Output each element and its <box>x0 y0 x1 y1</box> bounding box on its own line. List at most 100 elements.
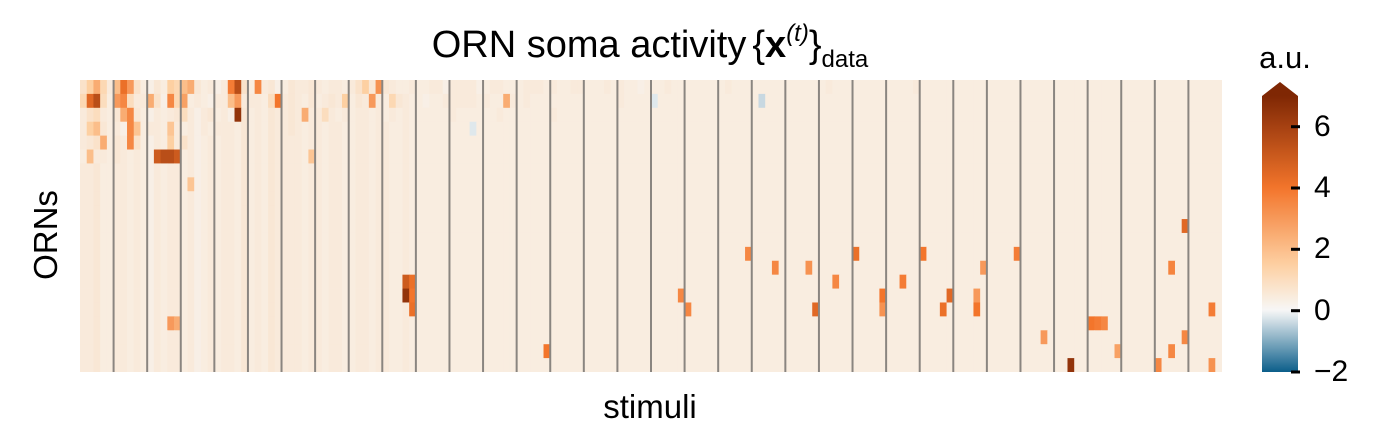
heatmap-cell <box>825 149 833 164</box>
heatmap-cell <box>953 135 961 150</box>
heatmap-cell <box>926 191 934 206</box>
heatmap-cell <box>993 163 1001 178</box>
heatmap-cell <box>462 149 471 164</box>
heatmap-cell <box>523 177 531 192</box>
heatmap-cell <box>1013 288 1021 303</box>
heatmap-cell <box>563 302 571 317</box>
heatmap-cell <box>778 246 786 262</box>
heatmap-cell <box>268 288 276 303</box>
heatmap-cell <box>1154 80 1162 95</box>
heatmap-cell <box>1087 274 1095 289</box>
heatmap-cell <box>825 93 833 109</box>
heatmap-cell <box>174 149 182 164</box>
heatmap-cell <box>335 246 343 262</box>
heatmap-cell <box>818 107 827 123</box>
heatmap-cell <box>960 232 968 248</box>
heatmap-cell <box>899 219 907 234</box>
heatmap-cell <box>160 344 168 359</box>
heatmap-cell <box>825 163 833 178</box>
heatmap-cell <box>281 358 289 372</box>
heatmap-cell <box>1027 205 1035 220</box>
heatmap-cell <box>429 163 437 178</box>
heatmap-cell <box>852 135 860 150</box>
heatmap-cell <box>140 93 148 109</box>
heatmap-cell <box>409 232 417 248</box>
heatmap-cell <box>335 260 343 276</box>
heatmap-cell <box>731 205 739 220</box>
heatmap-cell <box>395 135 403 150</box>
heatmap-cell <box>389 316 397 331</box>
heatmap-cell <box>1013 260 1021 276</box>
heatmap-cell <box>771 330 780 345</box>
heatmap-cell <box>1060 93 1068 109</box>
heatmap-cell <box>778 149 786 164</box>
heatmap-cell <box>845 302 853 317</box>
heatmap-cell <box>657 232 665 248</box>
heatmap-cell <box>221 232 229 248</box>
heatmap-cell <box>294 80 303 95</box>
heatmap-cell <box>86 232 94 248</box>
heatmap-cell <box>483 232 491 248</box>
heatmap-cell <box>536 163 544 178</box>
heatmap-cell <box>106 260 114 276</box>
heatmap-cell <box>1127 344 1136 359</box>
heatmap-cell <box>442 205 450 220</box>
heatmap-cell <box>315 274 323 289</box>
heatmap-cell <box>167 246 175 262</box>
heatmap-cell <box>691 288 699 303</box>
heatmap-cell <box>153 288 162 303</box>
heatmap-cell <box>167 121 175 137</box>
heatmap-cell <box>1107 246 1115 262</box>
heatmap-cell <box>106 330 114 345</box>
heatmap-cell <box>389 121 397 137</box>
heatmap-cell <box>939 288 947 303</box>
heatmap-cell <box>80 330 88 345</box>
heatmap-cell <box>1174 316 1183 331</box>
heatmap-cell <box>1121 219 1129 234</box>
heatmap-cell <box>120 344 128 359</box>
heatmap-cell <box>543 330 551 345</box>
heatmap-cell <box>691 316 699 331</box>
heatmap-cell <box>348 260 356 276</box>
heatmap-cell <box>939 121 947 137</box>
heatmap-cell <box>456 358 464 372</box>
heatmap-cell <box>818 135 827 150</box>
heatmap-cell <box>389 232 397 248</box>
heatmap-cell <box>651 205 659 220</box>
heatmap-cell <box>1174 358 1183 372</box>
heatmap-cell <box>1067 149 1075 164</box>
heatmap-cell <box>483 316 491 331</box>
heatmap-cell <box>247 107 256 123</box>
heatmap-cell <box>355 107 363 123</box>
heatmap-cell <box>738 288 746 303</box>
heatmap-cell <box>919 135 927 150</box>
heatmap-cell <box>671 344 679 359</box>
heatmap-cell <box>933 149 941 164</box>
heatmap-cell <box>167 316 175 331</box>
heatmap-cell <box>577 107 585 123</box>
heatmap-cell <box>906 121 914 137</box>
heatmap-cell <box>328 93 336 109</box>
heatmap-cell <box>671 260 679 276</box>
heatmap-cell <box>812 260 820 276</box>
heatmap-cell <box>899 316 907 331</box>
heatmap-cell <box>738 135 746 150</box>
heatmap-cell <box>234 149 242 164</box>
heatmap-cell <box>315 163 323 178</box>
heatmap-cell <box>966 191 974 206</box>
heatmap-cell <box>375 232 383 248</box>
heatmap-cell <box>886 205 894 220</box>
heatmap-cell <box>953 246 961 262</box>
heatmap-cell <box>865 80 874 95</box>
colorbar <box>1262 82 1300 374</box>
heatmap-cell <box>731 358 739 372</box>
heatmap-cell <box>469 205 477 220</box>
heatmap-cell <box>792 93 800 109</box>
heatmap-cell <box>1201 260 1209 276</box>
heatmap-cell <box>664 232 672 248</box>
heatmap-cell <box>912 93 921 109</box>
heatmap-cell <box>301 246 309 262</box>
heatmap-cell <box>1114 149 1122 164</box>
heatmap-cell <box>1161 80 1169 95</box>
heatmap-cell <box>1067 344 1075 359</box>
